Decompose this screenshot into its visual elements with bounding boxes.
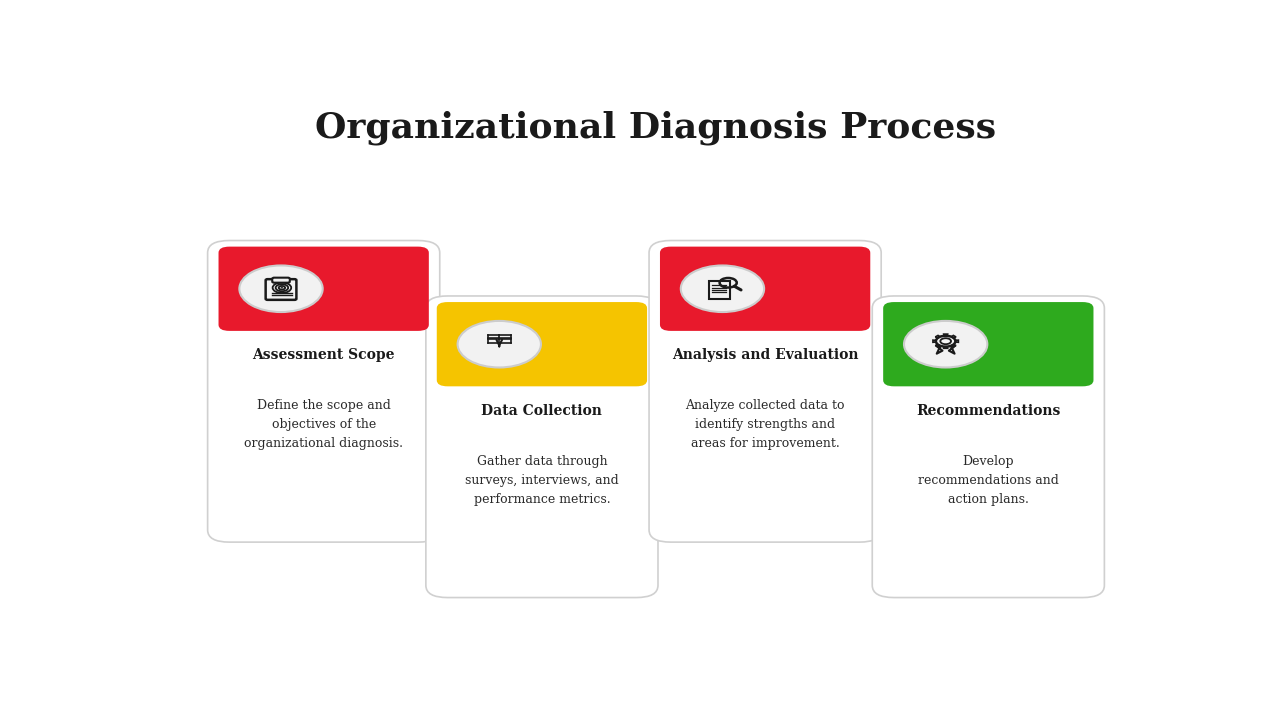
Bar xyxy=(448,348,636,380)
FancyBboxPatch shape xyxy=(273,278,289,283)
Text: Analyze collected data to
identify strengths and
areas for improvement.: Analyze collected data to identify stren… xyxy=(685,399,845,450)
FancyBboxPatch shape xyxy=(649,240,881,542)
FancyBboxPatch shape xyxy=(426,296,658,598)
FancyBboxPatch shape xyxy=(219,247,429,331)
Text: Gather data through
surveys, interviews, and
performance metrics.: Gather data through surveys, interviews,… xyxy=(465,454,618,505)
Text: Recommendations: Recommendations xyxy=(916,404,1061,418)
FancyBboxPatch shape xyxy=(207,240,440,542)
Text: Data Collection: Data Collection xyxy=(481,404,603,418)
Circle shape xyxy=(458,321,541,367)
Bar xyxy=(895,348,1083,380)
Text: Define the scope and
objectives of the
organizational diagnosis.: Define the scope and objectives of the o… xyxy=(244,399,403,450)
Text: Develop
recommendations and
action plans.: Develop recommendations and action plans… xyxy=(918,454,1059,505)
FancyBboxPatch shape xyxy=(436,302,648,387)
FancyBboxPatch shape xyxy=(883,302,1093,387)
Circle shape xyxy=(280,287,283,289)
FancyBboxPatch shape xyxy=(660,247,870,331)
Text: Assessment Scope: Assessment Scope xyxy=(252,348,396,362)
Bar xyxy=(671,292,859,325)
FancyBboxPatch shape xyxy=(872,296,1105,598)
Circle shape xyxy=(239,266,323,312)
Circle shape xyxy=(904,321,987,367)
Circle shape xyxy=(681,266,764,312)
Text: Organizational Diagnosis Process: Organizational Diagnosis Process xyxy=(315,111,997,145)
Bar xyxy=(229,292,417,325)
Bar xyxy=(709,282,730,299)
Text: Analysis and Evaluation: Analysis and Evaluation xyxy=(672,348,859,362)
